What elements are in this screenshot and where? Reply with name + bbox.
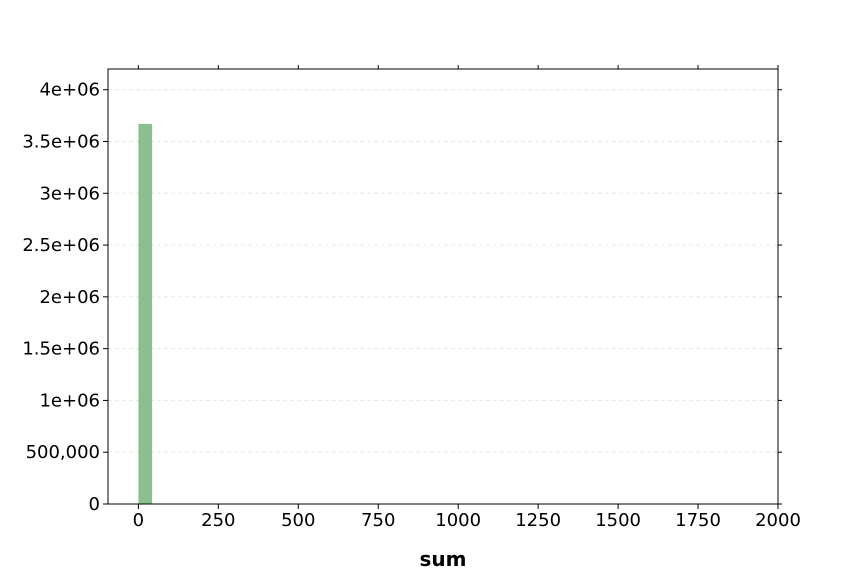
y-tick-label-2: 1e+06: [39, 390, 100, 411]
y-tick-label-5: 2.5e+06: [22, 235, 100, 256]
x-tick-label-7: 1750: [675, 510, 721, 531]
x-tick-label-4: 1000: [435, 510, 481, 531]
x-axis-ticks: 0 250 500 750 1000 1250 1500 1750 2000: [133, 65, 801, 531]
x-tick-label-1: 250: [201, 510, 235, 531]
plot-frame: [107, 68, 779, 505]
x-tick-label-3: 750: [361, 510, 395, 531]
y-tick-label-7: 3.5e+06: [22, 132, 100, 153]
x-tick-label-8: 2000: [755, 510, 801, 531]
y-tick-label-4: 2e+06: [39, 287, 100, 308]
x-tick-label-5: 1250: [515, 510, 561, 531]
bars: [138, 123, 153, 505]
y-tick-label-1: 500,000: [26, 442, 100, 463]
x-tick-label-6: 1500: [595, 510, 641, 531]
grid-lines: [108, 89, 778, 453]
y-tick-label-0: 0: [89, 494, 100, 515]
y-tick-label-8: 4e+06: [39, 80, 100, 101]
x-axis-title: sum: [420, 547, 467, 571]
y-tick-label-6: 3e+06: [39, 183, 100, 204]
y-axis-ticks: 0 500,000 1e+06 1.5e+06 2e+06 2.5e+06 3e+06 3.5…: [22, 80, 782, 515]
bar-0: [138, 123, 153, 505]
x-tick-label-0: 0: [133, 510, 144, 531]
y-tick-label-3: 1.5e+06: [22, 339, 100, 360]
x-tick-label-2: 500: [281, 510, 315, 531]
